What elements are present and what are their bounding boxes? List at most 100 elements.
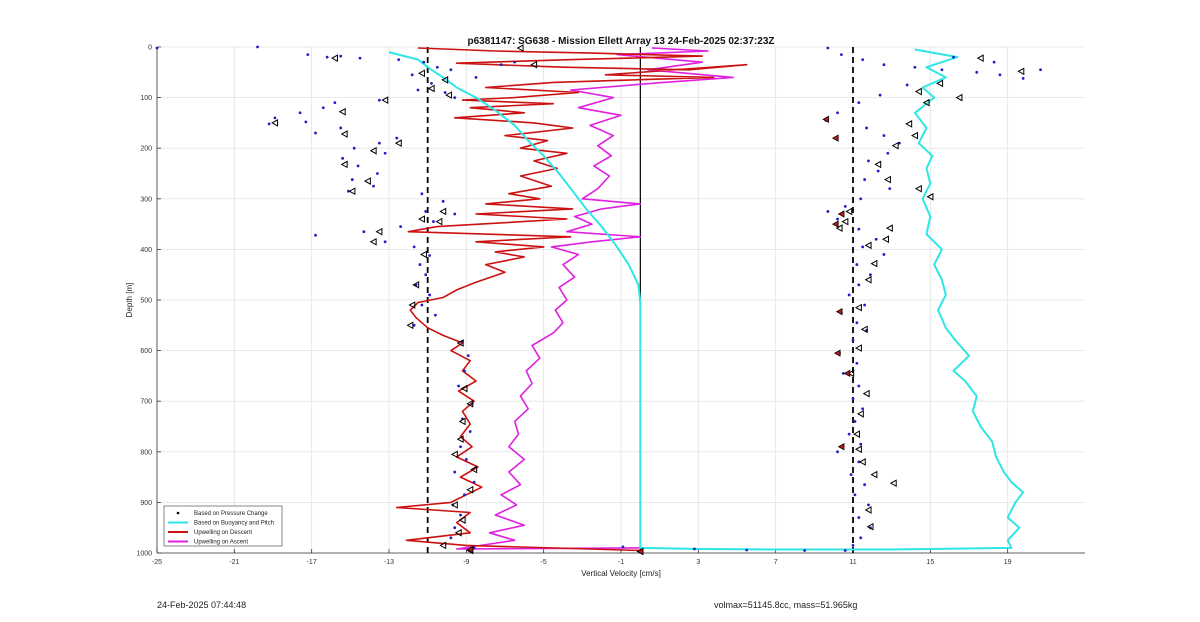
triangle-marker bbox=[858, 458, 866, 466]
pressure-change-point bbox=[453, 526, 457, 530]
red-marker bbox=[835, 307, 843, 316]
pressure-change-point bbox=[1021, 76, 1025, 80]
pressure-change-point bbox=[803, 549, 807, 552]
pressure-change-point bbox=[472, 480, 476, 484]
triangle-marker bbox=[419, 250, 427, 259]
triangle-marker bbox=[348, 187, 356, 196]
y-tick-label: 800 bbox=[140, 449, 152, 456]
triangle-marker bbox=[363, 177, 371, 185]
triangle-marker bbox=[870, 470, 878, 479]
y-tick-label: 400 bbox=[140, 247, 152, 254]
upwelling-descent-line bbox=[395, 47, 748, 552]
pressure-change-point bbox=[745, 548, 749, 552]
triangle-marker bbox=[883, 175, 891, 184]
x-tick-label: 15 bbox=[926, 559, 934, 566]
pressure-change-point bbox=[874, 237, 878, 241]
pressure-change-point bbox=[863, 303, 866, 307]
upwelling-ascent-line bbox=[455, 47, 734, 550]
triangle-marker bbox=[418, 215, 425, 223]
pressure-change-point bbox=[356, 164, 360, 168]
x-tick-label: -1 bbox=[618, 559, 624, 566]
pressure-change-point bbox=[853, 493, 857, 497]
red-marker bbox=[636, 547, 644, 556]
pressure-change-point bbox=[339, 126, 343, 130]
triangle-marker bbox=[458, 417, 466, 426]
pressure-change-point bbox=[347, 189, 350, 193]
triangle-marker bbox=[914, 184, 922, 193]
pressure-change-point bbox=[851, 544, 855, 547]
triangle-marker bbox=[891, 141, 899, 150]
triangle-marker bbox=[466, 399, 474, 408]
pressure-change-point bbox=[857, 227, 861, 231]
pressure-change-point bbox=[304, 120, 308, 124]
pressure-change-point bbox=[321, 106, 325, 110]
red-marker bbox=[837, 443, 845, 451]
triangle-marker bbox=[914, 87, 922, 96]
pressure-change-point bbox=[857, 516, 861, 519]
pressure-change-point bbox=[905, 83, 909, 87]
triangle-marker bbox=[926, 192, 934, 201]
pressure-change-point bbox=[463, 369, 466, 373]
pressure-change-point bbox=[859, 197, 863, 201]
triangle-marker bbox=[450, 450, 458, 459]
triangle-marker bbox=[860, 325, 868, 334]
y-tick-label: 900 bbox=[140, 500, 152, 507]
footer-info: volmax=51145.8cc, mass=51.965kg bbox=[714, 600, 858, 610]
pressure-change-point bbox=[952, 55, 955, 59]
pressure-change-point bbox=[840, 53, 843, 56]
pressure-change-point bbox=[998, 73, 1002, 77]
pressure-change-point bbox=[412, 323, 416, 327]
pressure-change-point bbox=[853, 420, 857, 423]
pressure-change-point bbox=[913, 65, 917, 69]
pressure-change-point bbox=[861, 58, 865, 62]
pressure-change-point bbox=[855, 361, 859, 365]
triangle-marker bbox=[530, 60, 538, 69]
triangle-marker bbox=[470, 465, 478, 474]
red-marker bbox=[831, 220, 839, 228]
pressure-change-point bbox=[412, 245, 416, 249]
pressure-change-point bbox=[155, 46, 159, 50]
triangle-marker bbox=[864, 241, 872, 250]
triangle-marker bbox=[439, 541, 447, 550]
x-tick-label: 7 bbox=[774, 559, 778, 566]
x-tick-label: -9 bbox=[463, 559, 469, 566]
pressure-change-point bbox=[857, 384, 861, 388]
pressure-change-point bbox=[863, 483, 866, 487]
triangle-marker bbox=[331, 54, 338, 62]
pressure-change-point bbox=[362, 230, 366, 234]
pressure-change-point bbox=[434, 313, 437, 317]
pressure-change-point bbox=[397, 58, 401, 62]
pressure-change-point bbox=[377, 98, 381, 102]
red-marker bbox=[466, 545, 474, 554]
pressure-change-point bbox=[341, 156, 344, 160]
pressure-change-point bbox=[314, 233, 317, 237]
y-tick-label: 200 bbox=[140, 146, 152, 153]
triangle-marker bbox=[427, 84, 435, 93]
pressure-change-point bbox=[424, 273, 428, 277]
pressure-change-point bbox=[472, 546, 476, 550]
triangle-marker bbox=[338, 107, 346, 116]
x-tick-label: -13 bbox=[384, 559, 394, 566]
pressure-change-point bbox=[863, 178, 866, 181]
pressure-change-point bbox=[836, 111, 839, 115]
triangle-marker bbox=[466, 485, 474, 494]
triangle-marker bbox=[369, 146, 377, 155]
pressure-change-point bbox=[306, 53, 310, 56]
pressure-change-point bbox=[466, 354, 470, 358]
legend-label: Based on Buoyancy and Pitch bbox=[194, 521, 274, 527]
pressure-change-point bbox=[464, 457, 468, 461]
plot-area: -25 -21 -17 -13 -9 -5 -1 3 7 11 15 1901002003004005… bbox=[136, 44, 1085, 566]
pressure-change-point bbox=[1039, 68, 1042, 72]
triangle-marker bbox=[847, 369, 855, 378]
x-tick-label: 11 bbox=[849, 559, 856, 566]
triangle-marker bbox=[854, 303, 862, 312]
pressure-change-point bbox=[882, 63, 886, 67]
pressure-change-point bbox=[847, 432, 851, 436]
x-tick-label: -17 bbox=[307, 559, 317, 566]
pressure-change-point bbox=[468, 430, 472, 433]
pressure-change-point bbox=[432, 220, 435, 223]
triangle-marker bbox=[976, 54, 984, 62]
red-marker bbox=[833, 349, 841, 357]
pressure-change-point bbox=[886, 151, 890, 155]
x-tick-label: -5 bbox=[541, 559, 547, 566]
